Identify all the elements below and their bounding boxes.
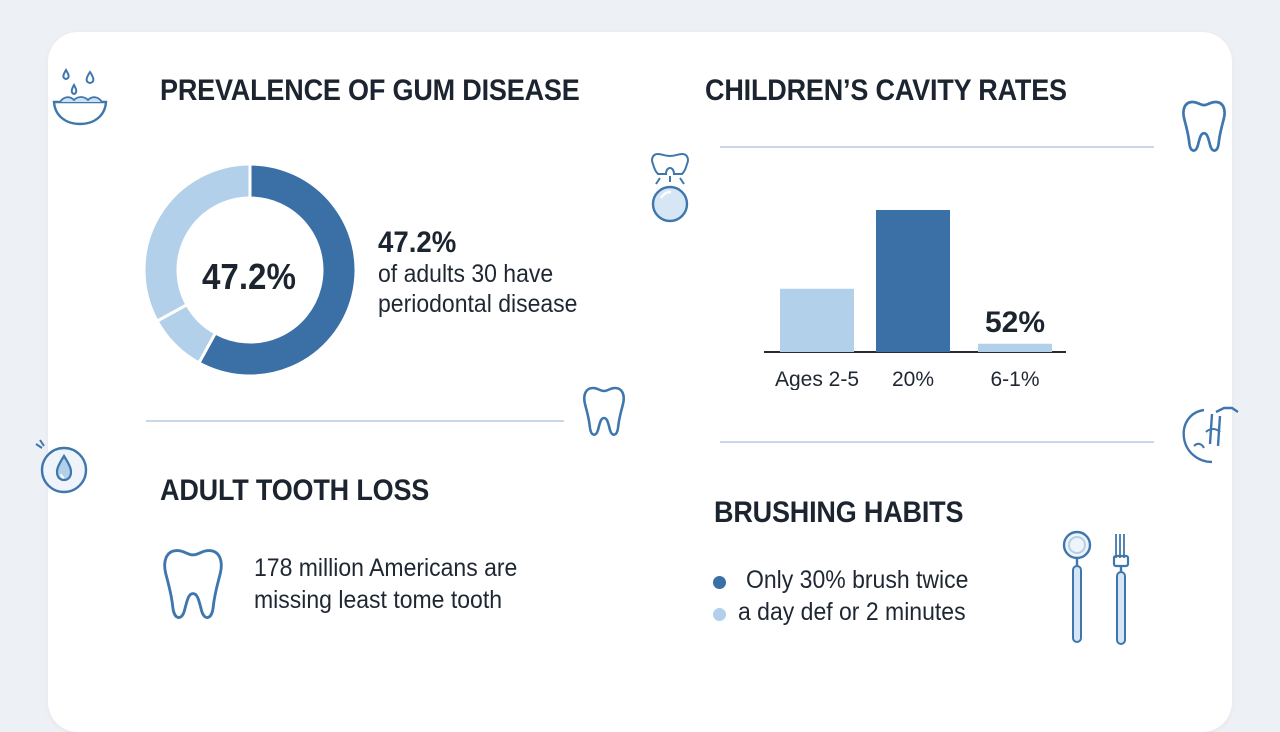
toothbrush-icon [1112,534,1130,645]
bar-category-label-1: 20% [892,368,934,390]
bar-1 [876,210,950,352]
dental-mirror-icon [1062,530,1092,643]
infographic-card [48,32,1232,732]
cavity-rates-title: CHILDREN’S CAVITY RATES [705,74,1067,107]
tooth-icon [582,386,626,436]
bar-data-label-2: 52% [985,306,1045,339]
brushing-item1: Only 30% brush twice [746,566,969,594]
brushing-habits-title: BRUSHING HABITS [714,496,964,529]
gum-disease-donut-chart [142,162,358,378]
gum-disease-desc-line2: periodontal disease [378,290,578,318]
section-divider-left [146,420,564,422]
bar-0 [780,288,854,352]
tooth-loss-title: ADULT TOOTH LOSS [160,474,430,507]
tooth-loss-line1: 178 million Americans are [254,554,518,582]
bar-category-label-0: Ages 2-5 [775,368,859,390]
water-drops-bowl-icon [52,68,108,126]
donut-slice-2 [142,162,252,324]
tooth-loss-line2: missing least tome tooth [254,586,503,614]
gum-disease-stat: 47.2% [378,226,457,259]
flossing-icon [1182,406,1239,464]
water-drop-icon [35,439,88,494]
gum-disease-desc-line1: of adults 30 have [378,260,554,288]
gum-disease-title: PREVALENCE OF GUM DISEASE [160,74,580,107]
bar-category-label-2: 6-1% [990,368,1039,390]
donut-center-label: 47.2% [202,256,296,297]
bar-2 [978,343,1052,352]
cavity-top-rule [720,146,1154,148]
tooth-icon [163,549,223,619]
bullet-light [713,608,726,621]
donut-slice-0 [196,162,358,378]
tooth-crown-icon [651,152,689,223]
tooth-icon [1182,100,1226,152]
cavity-bottom-rule [720,441,1154,443]
bullet-dark [713,576,726,589]
brushing-item2: a day def or 2 minutes [738,598,966,626]
cavity-rates-bar-chart: Ages 2-56-1120%52%6-1% [764,210,1066,390]
